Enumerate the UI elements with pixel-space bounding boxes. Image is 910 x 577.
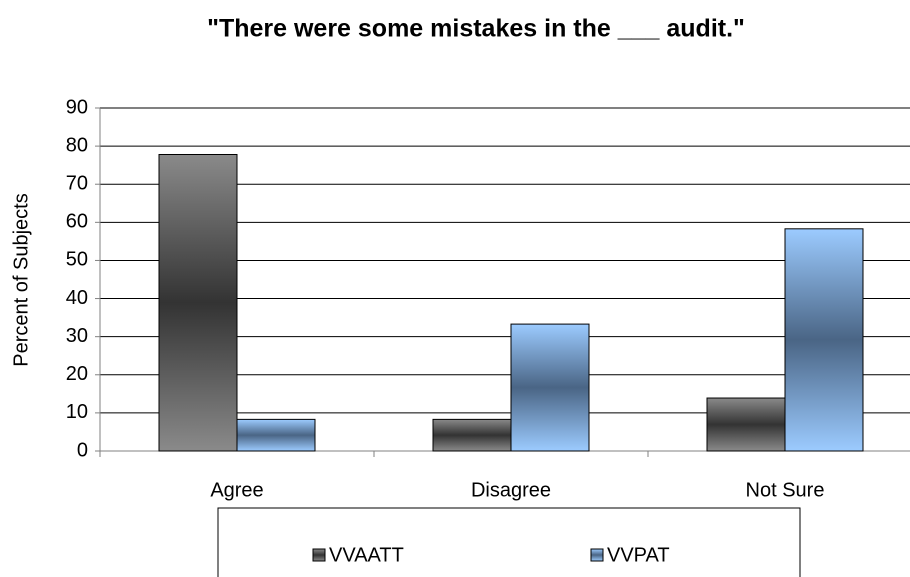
x-tick-label: Disagree — [471, 479, 551, 501]
bar — [236, 418, 316, 452]
y-tick-label: 20 — [66, 363, 88, 385]
legend-box — [217, 507, 801, 577]
y-tick-label: 50 — [66, 249, 88, 271]
bar — [158, 153, 238, 452]
bar — [510, 323, 590, 452]
x-tick-label: Not Sure — [746, 479, 825, 501]
legend-marker — [312, 548, 326, 562]
y-tick-label: 70 — [66, 173, 88, 195]
legend-label: VVAATT — [329, 544, 404, 566]
y-tick-label: 40 — [66, 287, 88, 309]
bar — [706, 397, 786, 452]
legend-label: VVPAT — [607, 544, 670, 566]
y-tick-label: 90 — [66, 96, 88, 118]
y-tick-label: 30 — [66, 325, 88, 347]
y-tick-label: 80 — [66, 134, 88, 156]
y-axis-label: Percent of Subjects — [10, 193, 32, 366]
y-tick-label: 60 — [66, 211, 88, 233]
bar — [784, 228, 864, 452]
legend-marker — [590, 548, 604, 562]
y-tick-label: 0 — [77, 439, 88, 461]
chart-title: "There were some mistakes in the ___ aud… — [207, 15, 745, 43]
y-tick-label: 10 — [66, 401, 88, 423]
x-tick-label: Agree — [210, 479, 263, 501]
bar — [432, 418, 512, 452]
